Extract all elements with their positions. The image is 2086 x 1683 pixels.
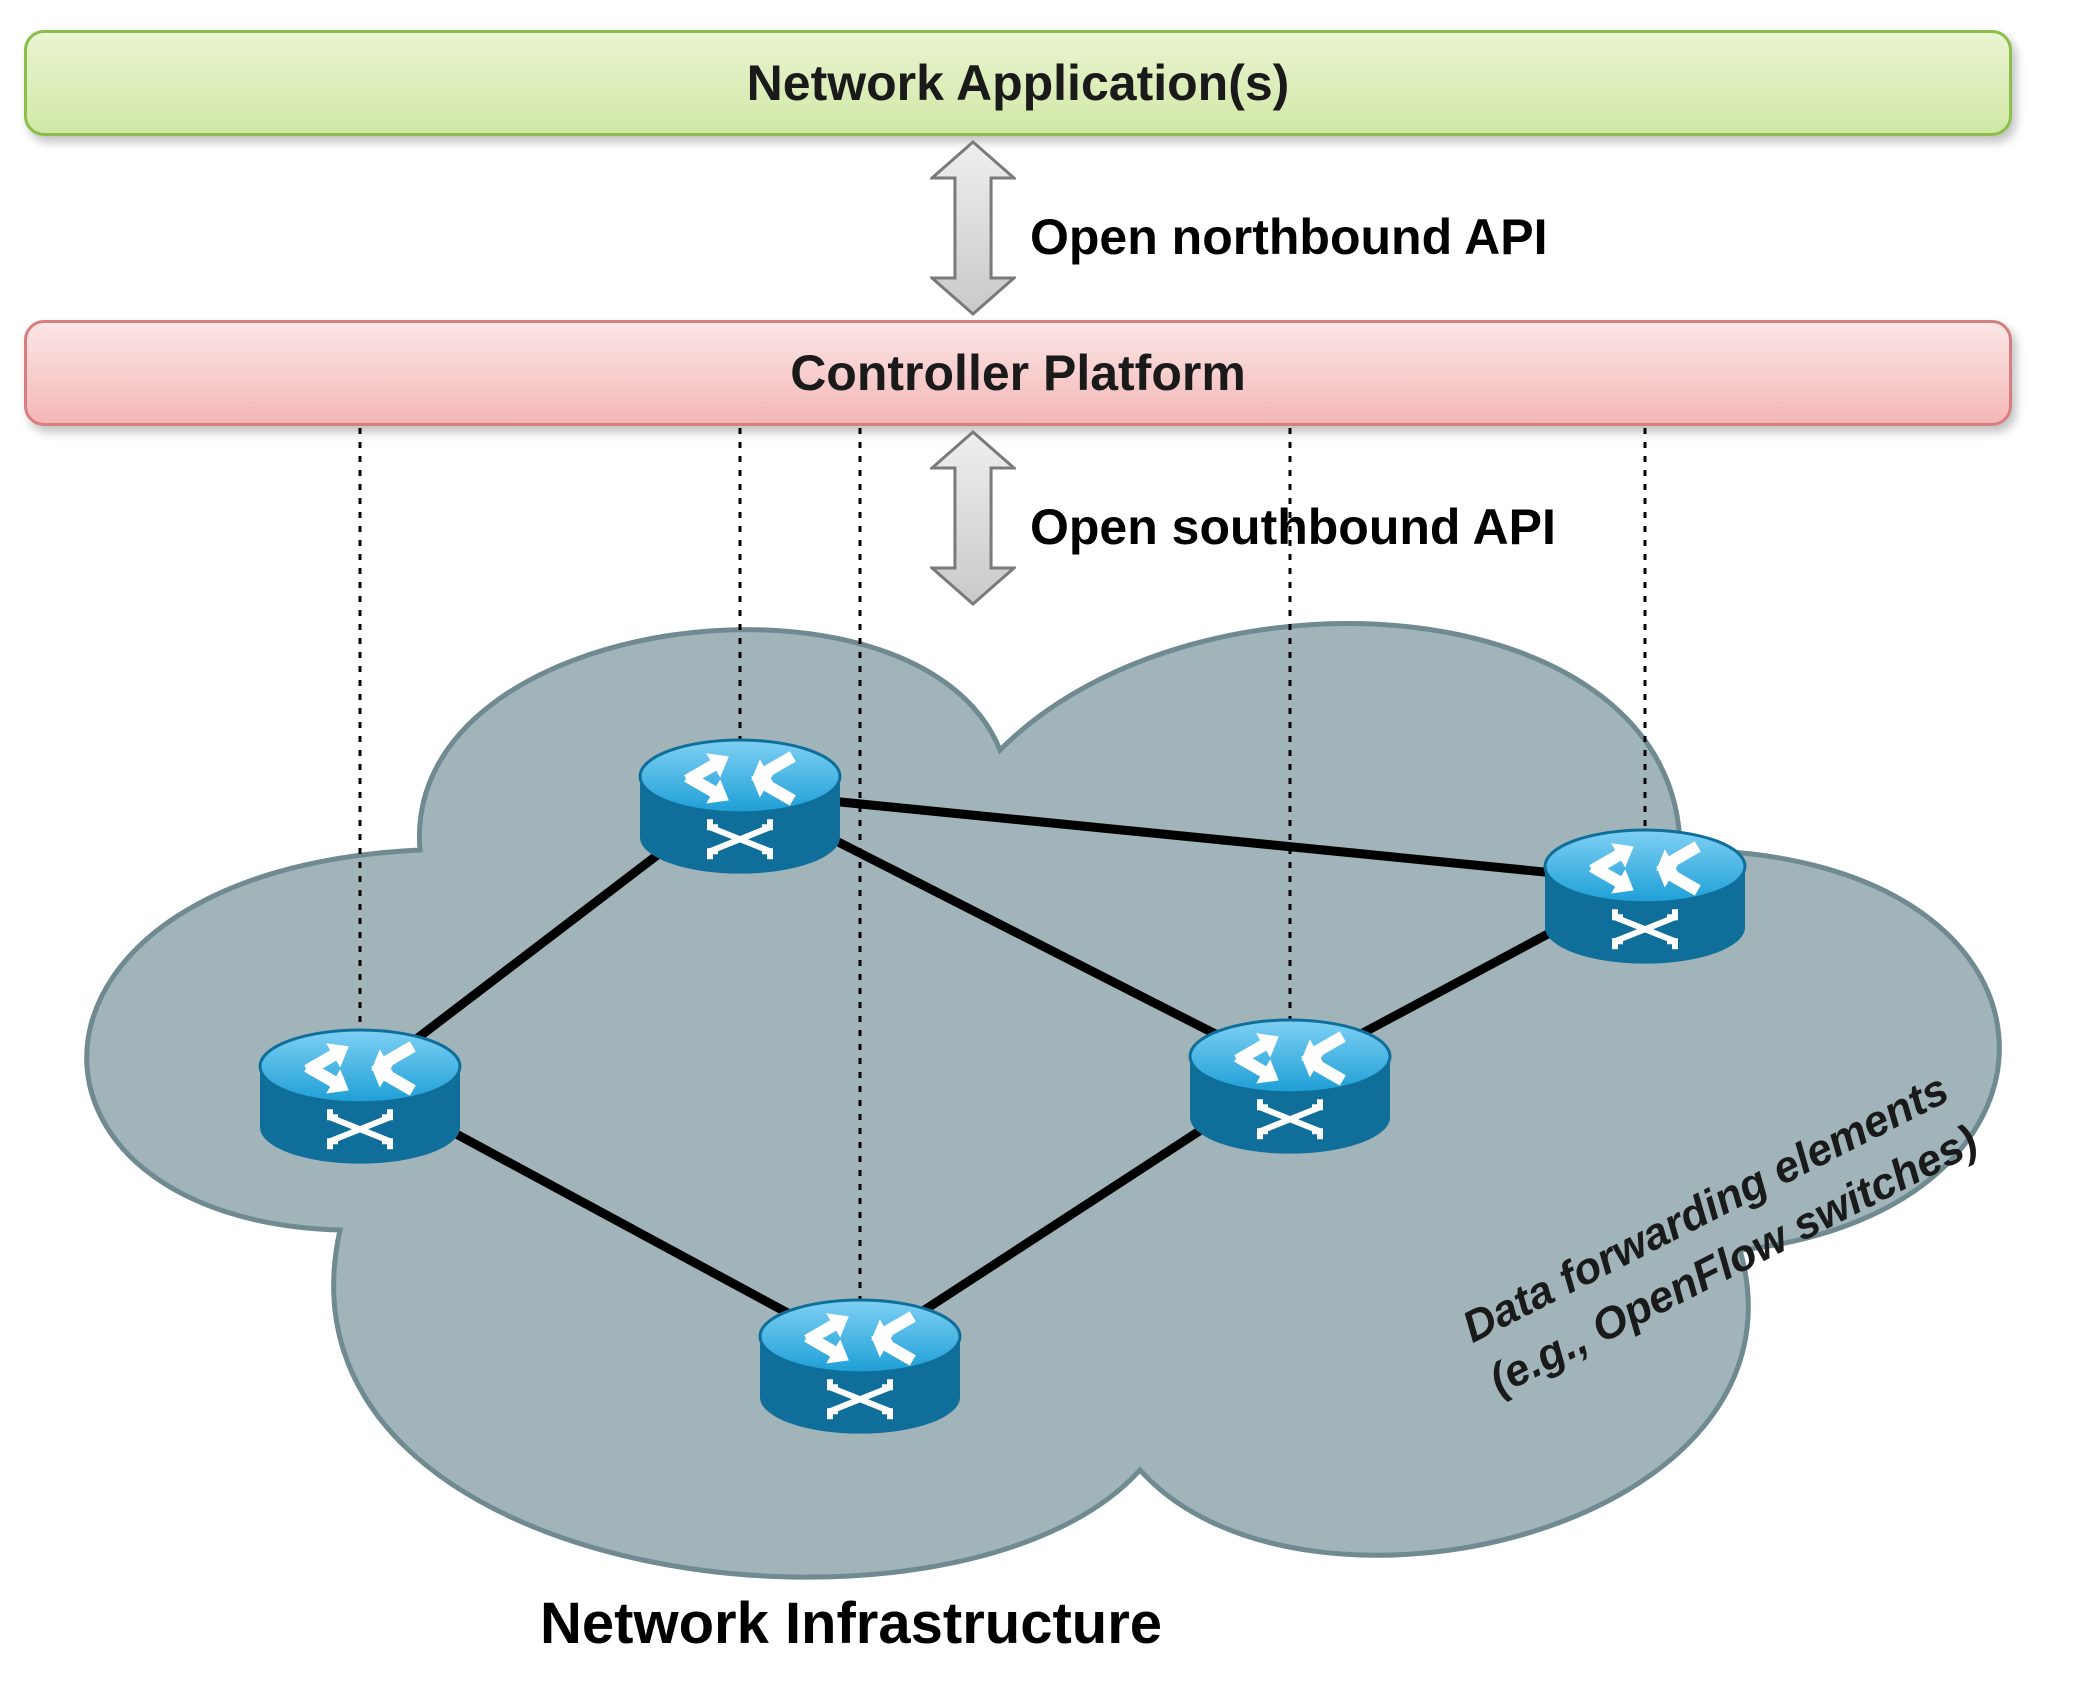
switch-icon — [760, 1300, 960, 1434]
application-layer-label: Network Application(s) — [747, 54, 1290, 112]
switch-icon — [1190, 1020, 1390, 1154]
southbound-arrow — [930, 430, 1016, 611]
switch-icon — [640, 740, 840, 874]
northbound-arrow — [930, 140, 1016, 321]
controller-layer-box: Controller Platform — [24, 320, 2012, 426]
infrastructure-caption: Network Infrastructure — [540, 1590, 1162, 1657]
switch-icon — [260, 1030, 460, 1164]
northbound-api-label: Open northbound API — [1030, 208, 1548, 266]
topology-links — [360, 792, 1645, 1352]
application-layer-box: Network Application(s) — [24, 30, 2012, 136]
forwarding-elements-note: Data forwarding elements (e.g., OpenFlow… — [1452, 1059, 1987, 1410]
southbound-api-label: Open southbound API — [1030, 498, 1556, 556]
network-cloud — [87, 624, 2000, 1578]
controller-layer-label: Controller Platform — [790, 344, 1246, 402]
sdn-architecture-diagram: Network Application(s) Open northbound A… — [0, 0, 2086, 1683]
switch-icon — [1545, 830, 1745, 964]
